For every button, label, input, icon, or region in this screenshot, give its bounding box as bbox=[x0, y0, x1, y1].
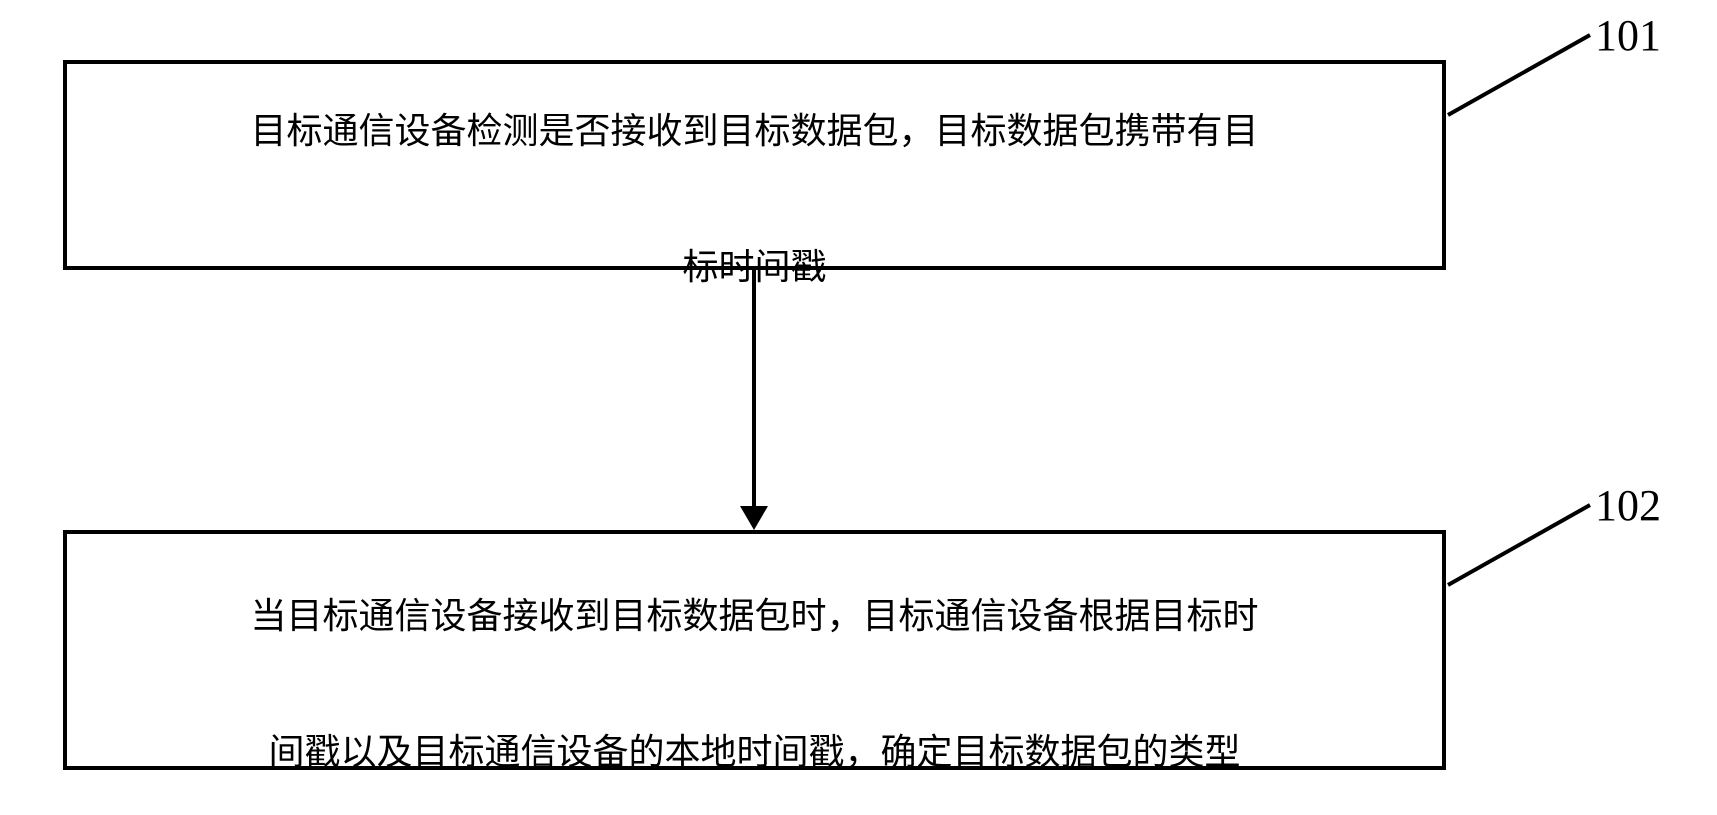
flow-node-101: 目标通信设备检测是否接收到目标数据包，目标数据包携带有目 标时间戳 bbox=[63, 60, 1446, 270]
step-label-101: 101 bbox=[1595, 10, 1661, 61]
flow-node-102: 当目标通信设备接收到目标数据包时，目标通信设备根据目标时 间戳以及目标通信设备的… bbox=[63, 530, 1446, 770]
flow-node-102-line1: 当目标通信设备接收到目标数据包时，目标通信设备根据目标时 bbox=[250, 596, 1258, 636]
step-label-102: 102 bbox=[1595, 480, 1661, 531]
flow-node-102-line2: 间戳以及目标通信设备的本地时间戳，确定目标数据包的类型 bbox=[268, 732, 1240, 772]
flow-node-101-line1: 目标通信设备检测是否接收到目标数据包，目标数据包携带有目 bbox=[250, 111, 1258, 151]
flow-node-101-line2: 标时间戳 bbox=[682, 247, 826, 287]
flow-node-102-text: 当目标通信设备接收到目标数据包时，目标通信设备根据目标时 间戳以及目标通信设备的… bbox=[250, 513, 1258, 787]
flow-node-101-text: 目标通信设备检测是否接收到目标数据包，目标数据包携带有目 标时间戳 bbox=[250, 28, 1258, 302]
